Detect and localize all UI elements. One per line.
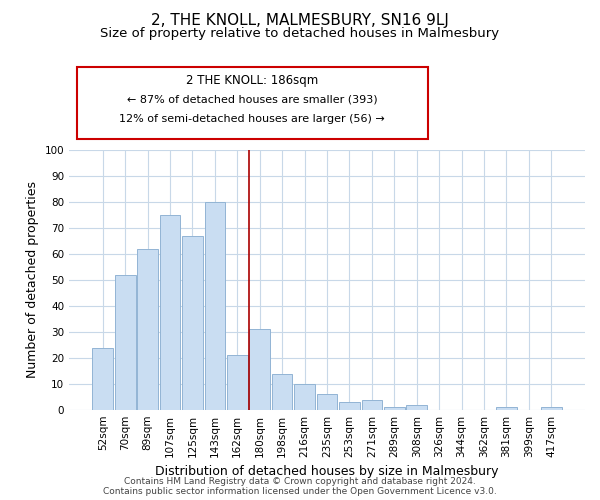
Bar (541, 408, 562, 410)
Y-axis label: Number of detached properties: Number of detached properties (26, 182, 39, 378)
Bar (92, 348, 113, 410)
Text: 12% of semi-detached houses are larger (56) →: 12% of semi-detached houses are larger (… (119, 114, 385, 124)
Bar (317, 394, 337, 410)
Bar (137, 249, 158, 410)
Bar (115, 275, 136, 410)
Bar (339, 402, 360, 410)
Bar (384, 408, 404, 410)
Bar (406, 405, 427, 410)
Bar (205, 202, 225, 410)
Text: Size of property relative to detached houses in Malmesbury: Size of property relative to detached ho… (100, 28, 500, 40)
Text: ← 87% of detached houses are smaller (393): ← 87% of detached houses are smaller (39… (127, 94, 377, 104)
Bar (272, 374, 292, 410)
Text: 2 THE KNOLL: 186sqm: 2 THE KNOLL: 186sqm (186, 74, 319, 87)
Bar (362, 400, 382, 410)
Text: Contains HM Land Registry data © Crown copyright and database right 2024.: Contains HM Land Registry data © Crown c… (124, 476, 476, 486)
Bar (227, 356, 248, 410)
FancyBboxPatch shape (77, 66, 428, 139)
Bar (250, 330, 270, 410)
Text: 2, THE KNOLL, MALMESBURY, SN16 9LJ: 2, THE KNOLL, MALMESBURY, SN16 9LJ (151, 12, 449, 28)
Bar (294, 384, 315, 410)
Bar (182, 236, 203, 410)
X-axis label: Distribution of detached houses by size in Malmesbury: Distribution of detached houses by size … (155, 466, 499, 478)
Bar (496, 408, 517, 410)
Text: Contains public sector information licensed under the Open Government Licence v3: Contains public sector information licen… (103, 486, 497, 496)
Bar (160, 215, 181, 410)
